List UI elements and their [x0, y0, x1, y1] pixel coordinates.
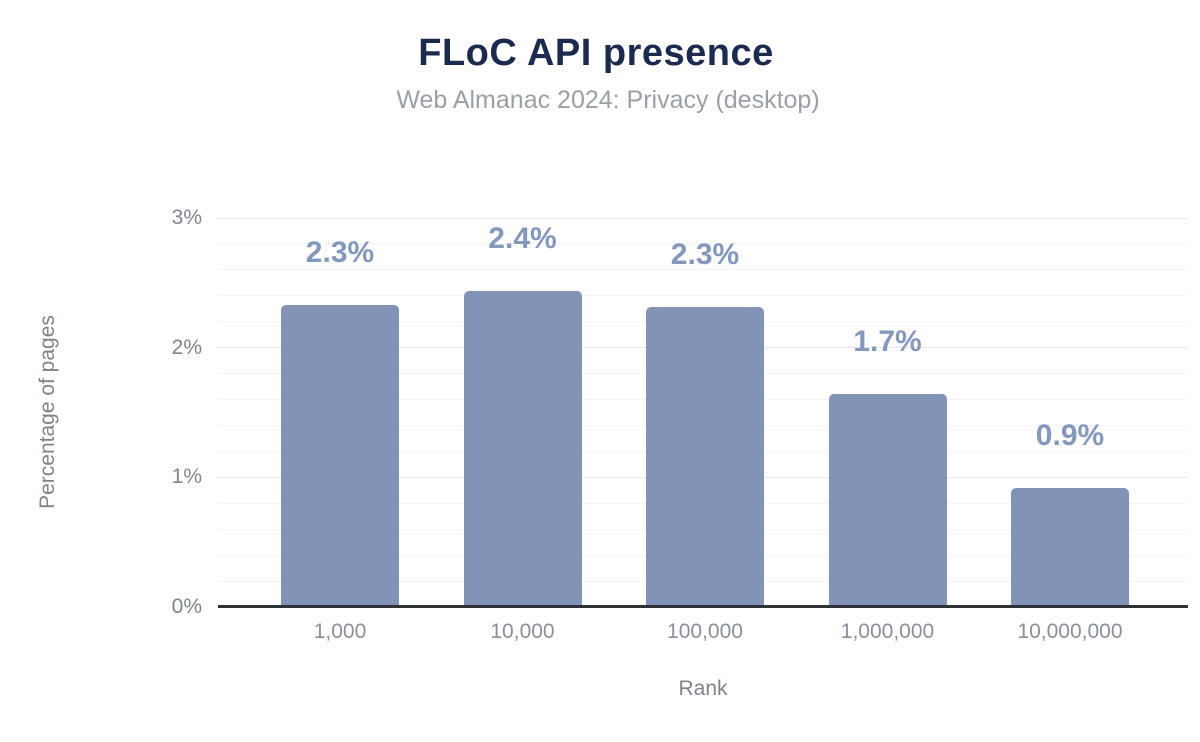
bar: [828, 394, 947, 607]
x-tick-label: 1,000: [313, 620, 367, 643]
y-tick-label: 2%: [171, 335, 202, 359]
bar: [463, 290, 582, 607]
y-tick-label: 3%: [171, 206, 202, 229]
gridline-major: [218, 217, 1188, 219]
x-tick-label: 1,000,000: [840, 620, 935, 643]
x-axis-line: [218, 605, 1188, 608]
bar-value-label: 2.3%: [670, 238, 740, 272]
bar-value-label: 0.9%: [1035, 418, 1105, 452]
gridline-minor: [218, 295, 1188, 297]
x-axis-title: Rank: [678, 677, 728, 700]
y-tick-label: 0%: [171, 595, 202, 618]
bar-value-label: 1.7%: [853, 325, 922, 359]
y-axis-title: Percentage of pages: [36, 315, 59, 509]
bar: [281, 304, 399, 607]
x-tick-label: 100,000: [667, 620, 743, 643]
x-tick-label: 10,000: [490, 620, 555, 643]
chart-subtitle: Web Almanac 2024: Privacy (desktop): [396, 86, 820, 114]
bar-value-label: 2.3%: [305, 235, 375, 269]
bar-value-label: 2.4%: [488, 221, 557, 255]
x-tick-label: 10,000,000: [1017, 620, 1123, 643]
chart-title: FLoC API presence: [418, 32, 774, 74]
bar: [1011, 487, 1129, 607]
y-tick-label: 1%: [171, 465, 202, 489]
gridline-minor: [218, 243, 1188, 245]
bar: [646, 307, 764, 607]
gridline-minor: [218, 269, 1188, 271]
